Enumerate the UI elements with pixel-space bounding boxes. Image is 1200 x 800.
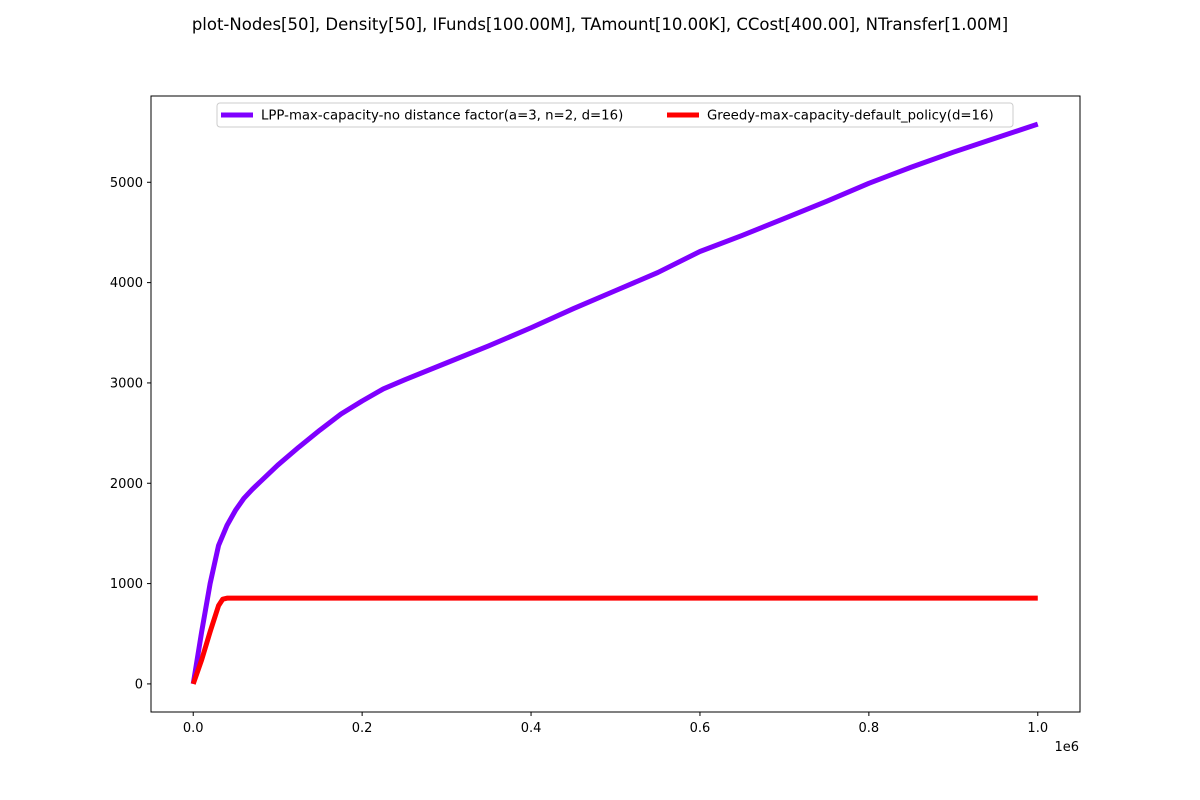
x-axis: 0.0 0.2 0.4 0.6 0.8 1.0: [183, 712, 1048, 736]
x-tick-label: 1.0: [1027, 721, 1048, 736]
legend-label-1: LPP-max-capacity-no distance factor(a=3,…: [261, 109, 623, 124]
series-line-1: [190, 121, 1039, 685]
y-tick-label: 1000: [110, 577, 143, 592]
y-tick-label: 4000: [110, 276, 143, 291]
x-tick-label: 0.2: [352, 721, 373, 736]
y-tick-label: 2000: [110, 477, 143, 492]
legend-label-2: Greedy-max-capacity-default_policy(d=16): [707, 109, 994, 124]
y-tick-label: 0: [135, 677, 143, 692]
x-axis-offset-text: 1e6: [1054, 740, 1079, 755]
x-tick-label: 0.4: [521, 721, 542, 736]
x-tick-label: 0.6: [690, 721, 711, 736]
legend-frame: [216, 102, 1014, 128]
x-tick-label: 0.8: [859, 721, 880, 736]
y-tick-label: 5000: [110, 176, 143, 191]
y-axis: 0 1000 2000 3000 4000 5000: [110, 176, 151, 692]
chart-title: plot-Nodes[50], Density[50], IFunds[100.…: [192, 15, 1008, 34]
series-layer: [190, 121, 1039, 685]
plot-frame: [150, 95, 1081, 713]
x-tick-label: 0.0: [183, 721, 204, 736]
legend: LPP-max-capacity-no distance factor(a=3,…: [216, 102, 1014, 128]
series-line-2: [190, 595, 1038, 685]
y-tick-label: 3000: [110, 376, 143, 391]
